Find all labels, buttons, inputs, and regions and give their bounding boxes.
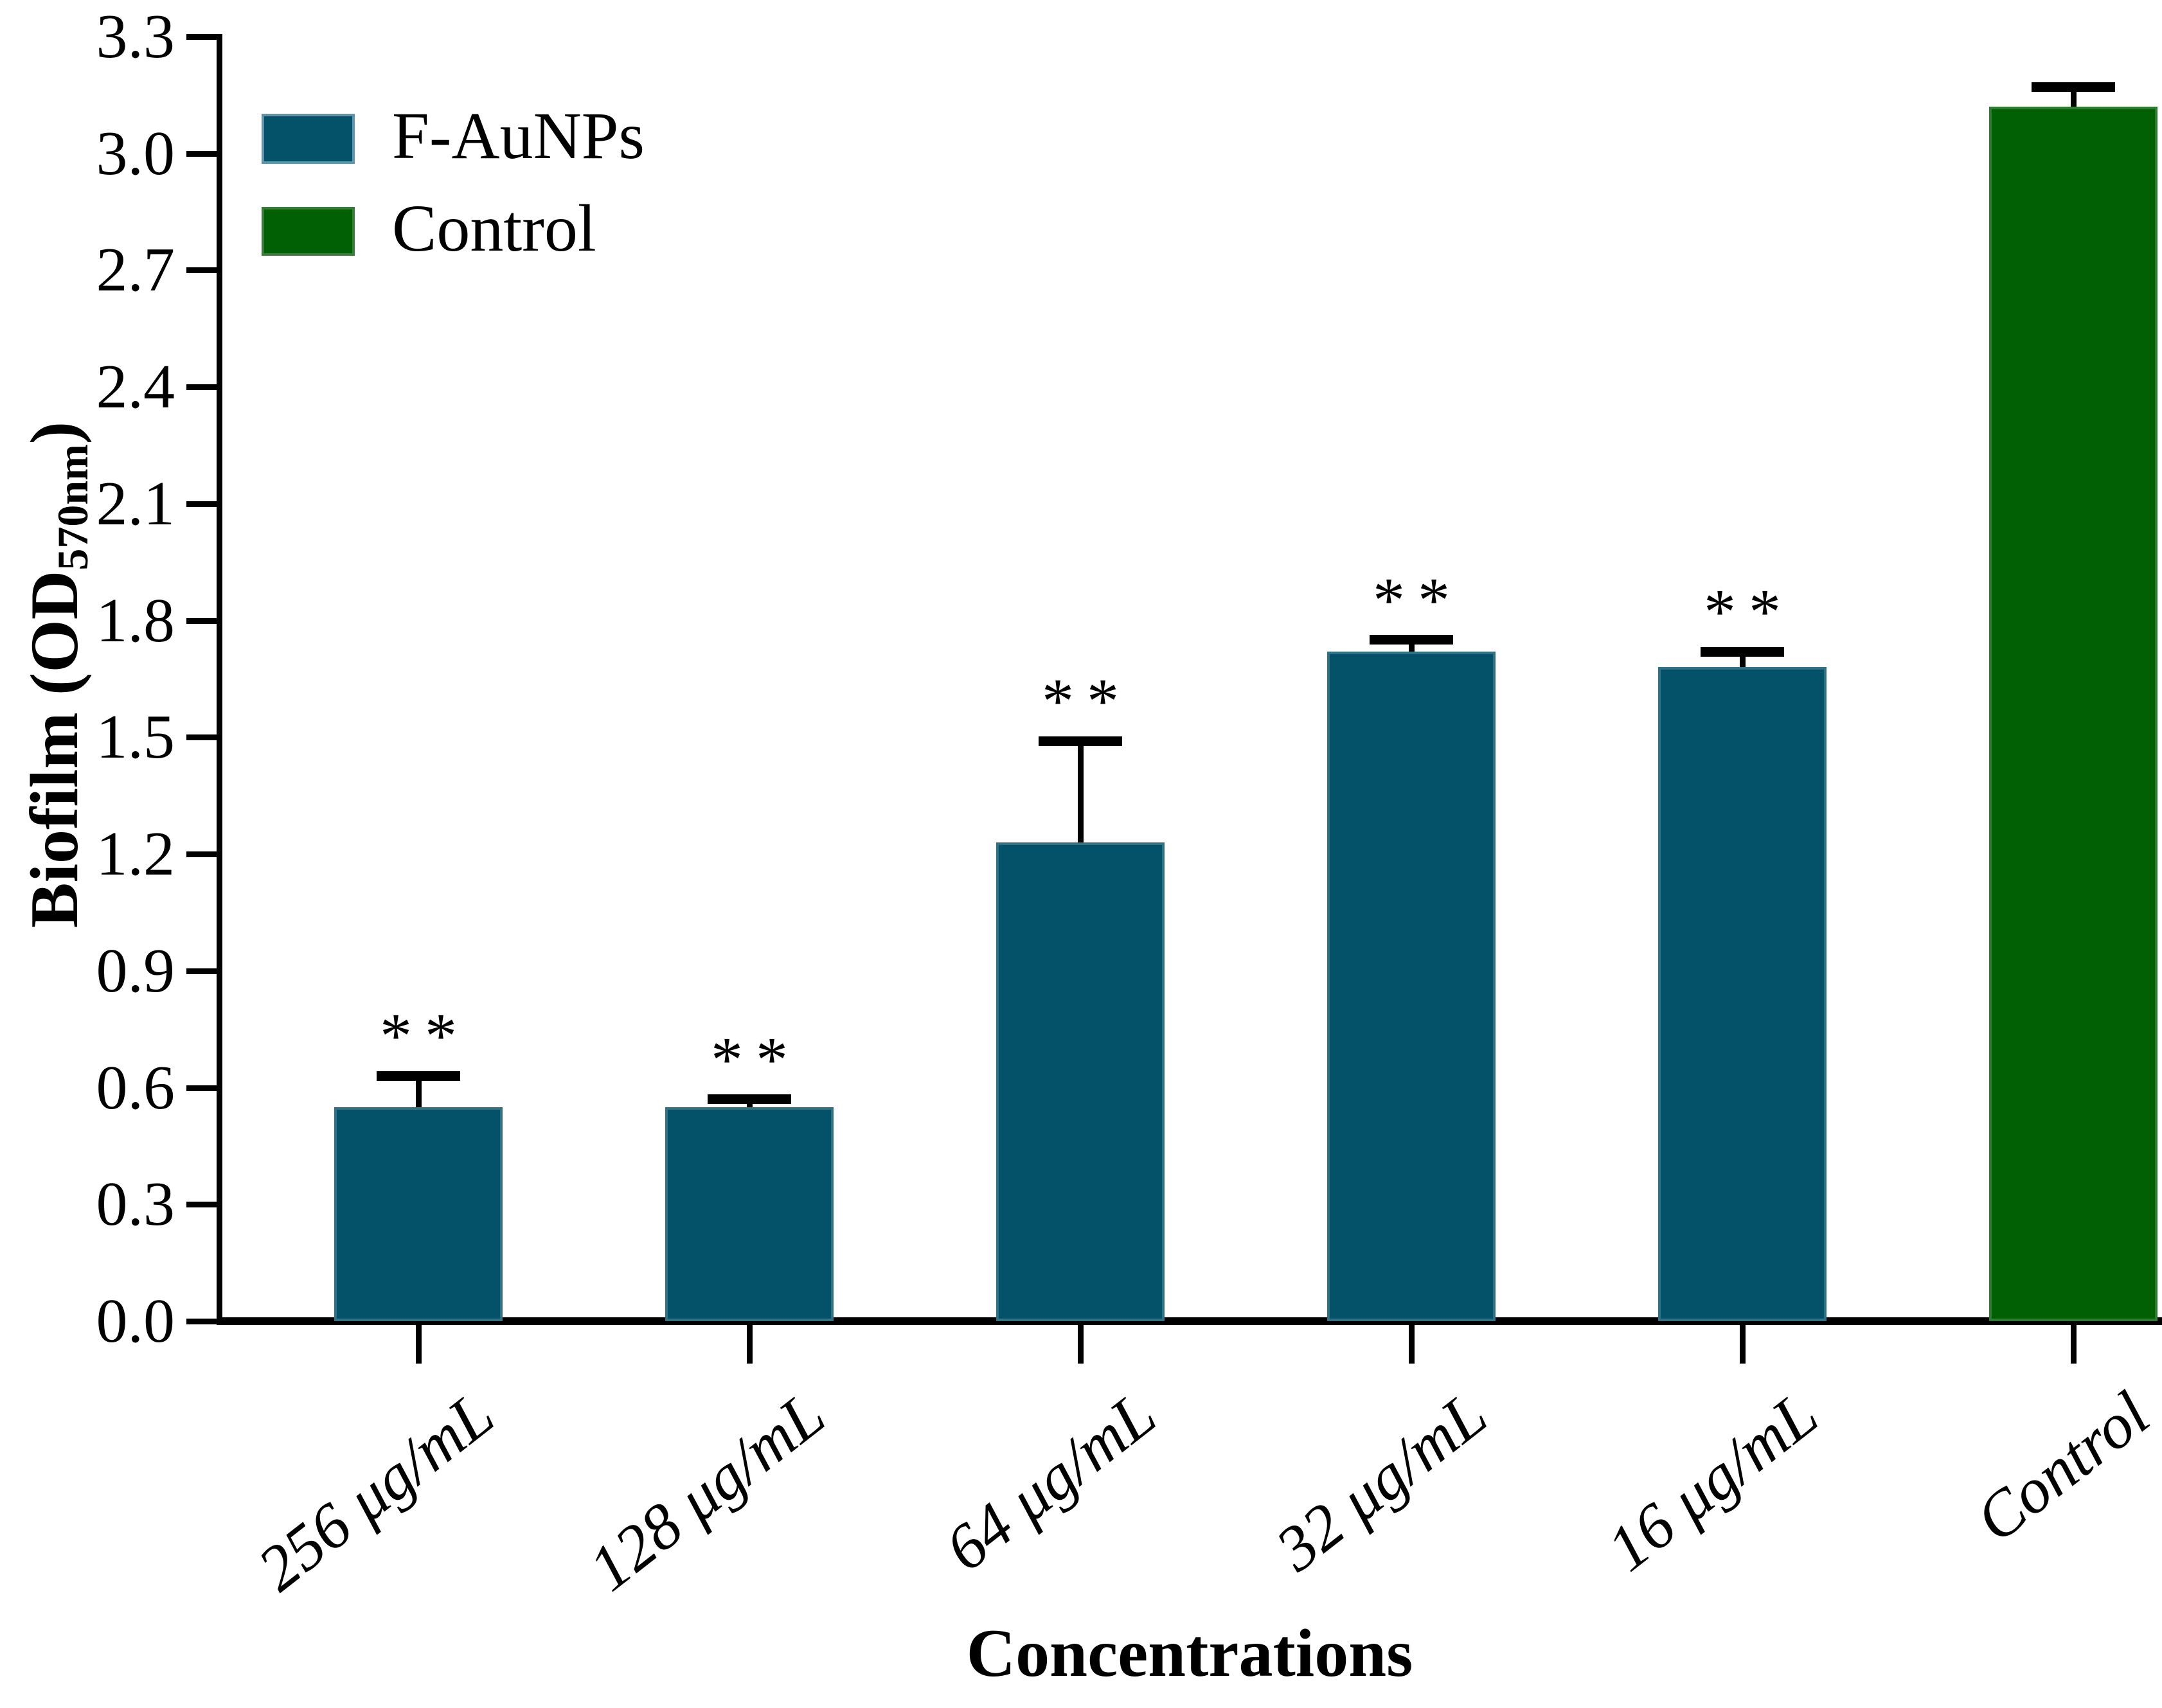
y-tick-mark <box>186 734 222 741</box>
bar-16-g-ml <box>1658 667 1827 1321</box>
legend-swatch-f-aunps <box>262 114 355 164</box>
bar-32-g-ml <box>1327 652 1496 1321</box>
y-tick-mark <box>186 384 222 391</box>
x-tick-label: 32 μg/mL <box>1263 1378 1500 1585</box>
y-tick-label: 1.2 <box>96 819 175 889</box>
error-bar-cap <box>1701 646 1784 657</box>
y-axis-line <box>217 35 222 1325</box>
y-tick-mark <box>186 150 222 157</box>
y-tick-label: 2.1 <box>96 468 175 538</box>
x-tick-label: 16 μg/mL <box>1594 1378 1831 1585</box>
x-tick-label: Control <box>1962 1378 2162 1556</box>
y-tick-mark <box>186 34 222 40</box>
significance-marker: ** <box>711 1023 801 1095</box>
significance-marker: ** <box>380 1000 470 1072</box>
x-tick-mark <box>2071 1325 2077 1364</box>
y-tick-mark <box>186 851 222 858</box>
x-tick-label: 64 μg/mL <box>932 1378 1169 1585</box>
error-bar-stem <box>1408 639 1415 652</box>
y-tick-label: 2.4 <box>96 352 175 422</box>
y-tick-label: 1.8 <box>96 585 175 655</box>
error-bar-cap <box>1370 635 1453 645</box>
y-tick-mark <box>186 618 222 624</box>
significance-marker: ** <box>1042 665 1132 737</box>
error-bar-stem <box>415 1076 422 1107</box>
y-tick-mark <box>186 1202 222 1208</box>
x-tick-mark <box>1740 1325 1746 1364</box>
y-tick-label: 3.0 <box>96 118 175 188</box>
error-bar-cap <box>2032 82 2115 93</box>
y-tick-mark <box>186 267 222 274</box>
y-tick-label: 3.3 <box>96 2 175 71</box>
x-tick-label: 256 μg/mL <box>244 1378 507 1605</box>
error-bar-stem <box>2070 87 2077 107</box>
y-axis-title-suffix: ) <box>17 421 92 445</box>
x-axis-title: Concentrations <box>966 1615 1413 1691</box>
x-tick-label: 128 μg/mL <box>575 1378 838 1605</box>
x-tick-mark <box>1078 1325 1084 1364</box>
legend-label-f-aunps: F-AuNPs <box>392 99 645 173</box>
bar-64-g-ml <box>996 842 1165 1321</box>
legend-label-control: Control <box>392 191 596 265</box>
y-tick-label: 0.9 <box>96 936 175 1006</box>
x-tick-mark <box>747 1325 753 1364</box>
y-tick-mark <box>186 968 222 974</box>
error-bar-cap <box>708 1094 791 1105</box>
y-tick-label: 0.6 <box>96 1053 175 1123</box>
y-tick-label: 0.3 <box>96 1170 175 1240</box>
bar-256-g-ml <box>334 1107 503 1321</box>
x-tick-mark <box>1409 1325 1415 1364</box>
y-tick-mark <box>186 1085 222 1091</box>
bar-128-g-ml <box>665 1107 834 1321</box>
significance-marker: ** <box>1704 576 1794 648</box>
error-bar-cap <box>377 1071 460 1081</box>
y-tick-label: 0.0 <box>96 1286 175 1356</box>
error-bar-stem <box>1077 741 1084 842</box>
significance-marker: ** <box>1373 564 1463 636</box>
x-tick-mark <box>416 1325 422 1364</box>
y-tick-label: 1.5 <box>96 702 175 772</box>
y-tick-mark <box>186 501 222 507</box>
bar-control <box>1989 107 2158 1321</box>
x-axis-line <box>217 1317 2162 1325</box>
y-tick-label: 2.7 <box>96 235 175 305</box>
legend-swatch-control <box>262 207 355 256</box>
error-bar-cap <box>1039 736 1122 746</box>
y-tick-mark <box>186 1319 222 1324</box>
error-bar-stem <box>1739 652 1746 668</box>
